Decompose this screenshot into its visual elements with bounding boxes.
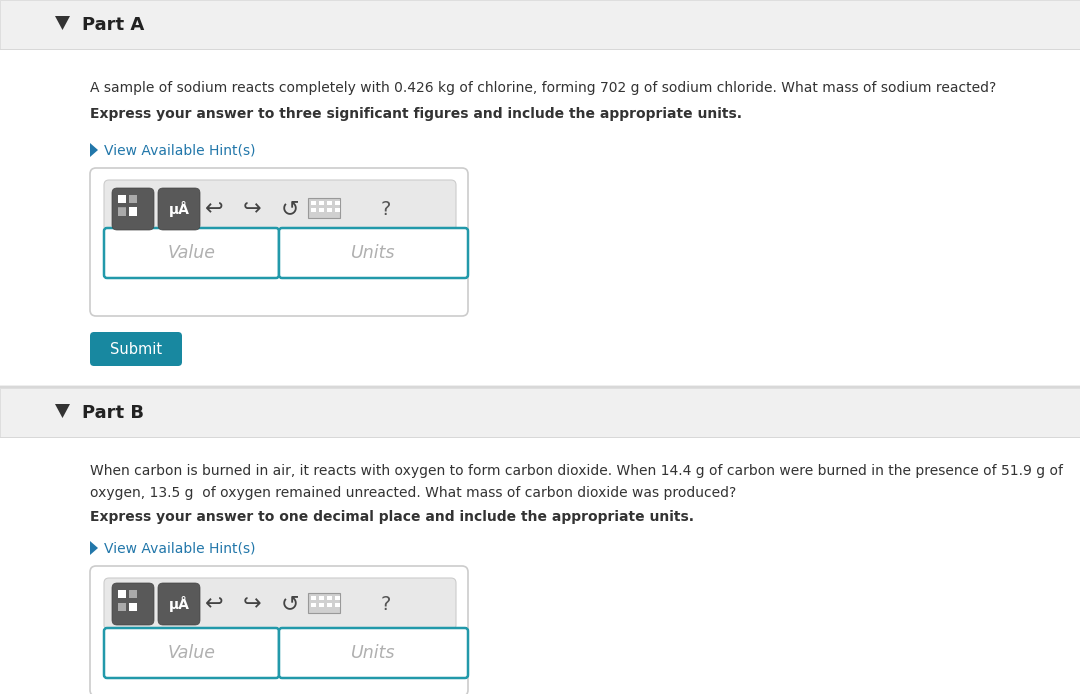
Bar [118, 208, 126, 216]
FancyBboxPatch shape [279, 628, 468, 678]
FancyBboxPatch shape [104, 228, 279, 278]
Bar [0, 49, 1080, 50]
Text: Express your answer to one decimal place and include the appropriate units.: Express your answer to one decimal place… [90, 510, 694, 524]
Bar [0, 388, 1080, 438]
Bar [319, 596, 324, 600]
Bar [311, 596, 316, 600]
FancyBboxPatch shape [104, 628, 279, 678]
Bar [308, 593, 340, 613]
Text: ↪: ↪ [243, 199, 261, 219]
Text: Submit: Submit [110, 341, 162, 357]
Text: ?: ? [381, 199, 391, 219]
Text: When carbon is burned in air, it reacts with oxygen to form carbon dioxide. When: When carbon is burned in air, it reacts … [90, 464, 1063, 478]
Bar [129, 603, 137, 611]
Bar [129, 195, 137, 203]
FancyBboxPatch shape [104, 180, 456, 232]
Text: ?: ? [381, 595, 391, 613]
Bar [335, 201, 340, 205]
Bar [319, 208, 324, 212]
Text: Units: Units [351, 244, 395, 262]
Bar [0, 386, 1080, 388]
Text: oxygen, 13.5 g  of oxygen remained unreacted. What mass of carbon dioxide was pr: oxygen, 13.5 g of oxygen remained unreac… [90, 486, 737, 500]
Text: Value: Value [167, 244, 216, 262]
Bar [0, 437, 1080, 438]
Text: μÅ: μÅ [168, 201, 189, 217]
FancyBboxPatch shape [112, 583, 154, 625]
Polygon shape [90, 143, 98, 157]
Bar [311, 208, 316, 212]
Text: ↪: ↪ [243, 594, 261, 614]
Text: ↺: ↺ [281, 199, 299, 219]
FancyBboxPatch shape [279, 228, 468, 278]
Text: A sample of sodium reacts completely with 0.426 kg of chlorine, forming 702 g of: A sample of sodium reacts completely wit… [90, 81, 996, 95]
Bar [335, 208, 340, 212]
Bar [129, 207, 137, 215]
Text: Value: Value [167, 644, 216, 662]
Bar [0, 50, 1080, 385]
Bar [118, 207, 126, 215]
FancyBboxPatch shape [158, 583, 200, 625]
FancyBboxPatch shape [90, 332, 183, 366]
Bar [118, 195, 126, 203]
Bar [118, 603, 126, 611]
Text: Part A: Part A [82, 16, 145, 34]
Bar [335, 596, 340, 600]
Bar [311, 603, 316, 607]
FancyBboxPatch shape [90, 168, 468, 316]
Bar [335, 603, 340, 607]
Polygon shape [55, 16, 70, 30]
Bar [0, 0, 1080, 50]
Text: ↩: ↩ [205, 594, 224, 614]
Text: ↺: ↺ [281, 594, 299, 614]
Text: ↩: ↩ [205, 199, 224, 219]
Bar [327, 201, 332, 205]
Text: Express your answer to three significant figures and include the appropriate uni: Express your answer to three significant… [90, 107, 742, 121]
Bar [311, 201, 316, 205]
Bar [129, 208, 137, 216]
Bar [308, 198, 340, 218]
FancyBboxPatch shape [158, 188, 200, 230]
Polygon shape [90, 541, 98, 555]
Bar [118, 195, 126, 203]
Polygon shape [55, 404, 70, 418]
Text: View Available Hint(s): View Available Hint(s) [104, 541, 256, 555]
Text: μÅ: μÅ [168, 596, 189, 612]
Text: Part B: Part B [82, 404, 144, 422]
Bar [319, 603, 324, 607]
Bar [129, 590, 137, 598]
Bar [327, 596, 332, 600]
Bar [327, 603, 332, 607]
Bar [129, 195, 137, 203]
Text: Units: Units [351, 644, 395, 662]
Bar [118, 590, 126, 598]
Text: View Available Hint(s): View Available Hint(s) [104, 143, 256, 157]
Bar [327, 208, 332, 212]
FancyBboxPatch shape [112, 188, 154, 230]
Bar [319, 201, 324, 205]
FancyBboxPatch shape [104, 578, 456, 630]
FancyBboxPatch shape [90, 566, 468, 694]
Bar [0, 438, 1080, 694]
